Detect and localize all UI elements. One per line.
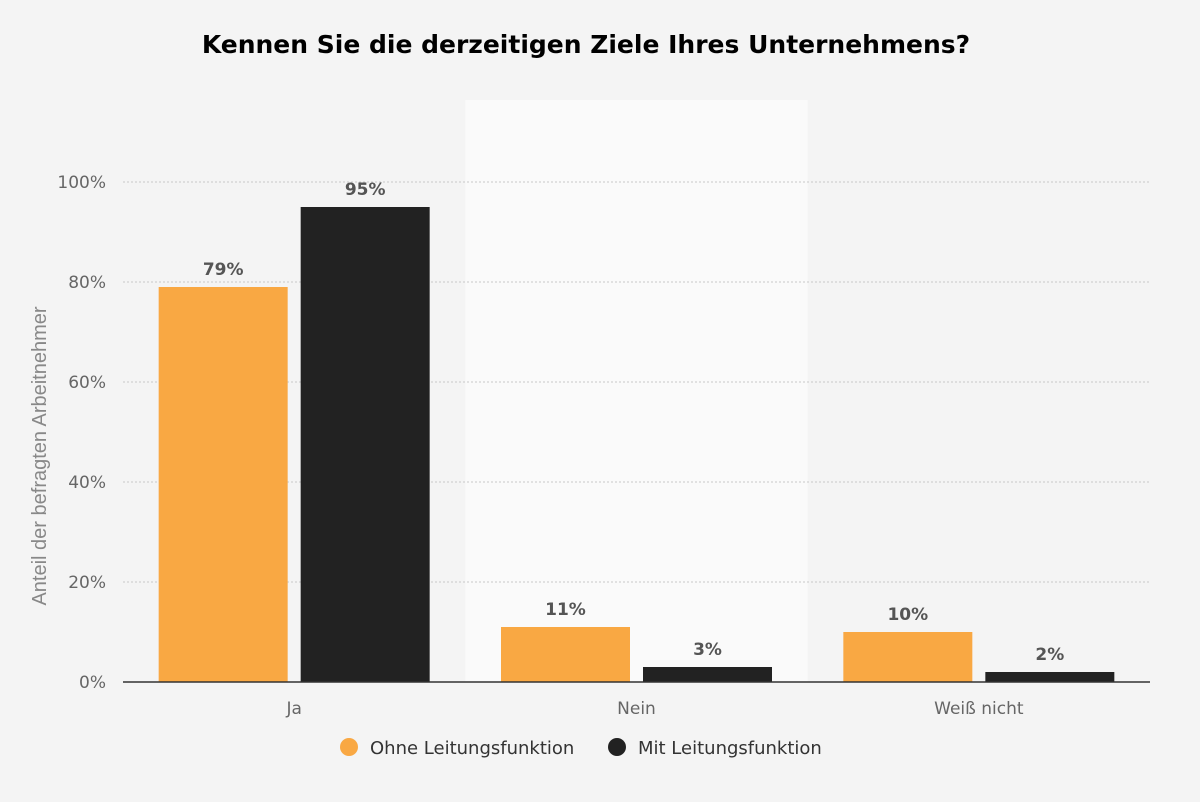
y-tick-label: 60% bbox=[68, 373, 106, 393]
legend-item[interactable]: Mit Leitungsfunktion bbox=[608, 738, 822, 759]
legend-marker bbox=[608, 738, 626, 756]
data-label: 79% bbox=[203, 260, 244, 280]
x-tick-label: Ja bbox=[285, 699, 301, 719]
legend[interactable]: Ohne Leitungsfunktion Mit Leitungsfunktio… bbox=[340, 738, 822, 759]
gridlines bbox=[123, 181, 1150, 583]
legend-marker bbox=[340, 738, 358, 756]
bar[interactable] bbox=[300, 207, 430, 682]
data-label: 3% bbox=[693, 640, 722, 660]
y-tick-label: 80% bbox=[68, 273, 106, 293]
legend-item[interactable]: Ohne Leitungsfunktion bbox=[340, 738, 574, 759]
bar[interactable] bbox=[643, 667, 772, 682]
bar[interactable] bbox=[985, 672, 1115, 682]
y-tick-label: 20% bbox=[68, 573, 106, 593]
bar[interactable] bbox=[158, 287, 288, 682]
y-axis-label: Anteil der befragten Arbeitnehmer bbox=[29, 306, 51, 605]
y-tick-label: 0% bbox=[79, 673, 106, 693]
y-axis-ticks: 0% 20% 40% 60% 80% 100% bbox=[57, 173, 106, 693]
data-label: 10% bbox=[887, 605, 928, 625]
legend-label: Ohne Leitungsfunktion bbox=[370, 738, 574, 759]
y-tick-label: 100% bbox=[57, 173, 106, 193]
x-axis-ticks: Ja Nein Weiß nicht bbox=[285, 699, 1023, 719]
data-label: 2% bbox=[1035, 645, 1064, 665]
bar[interactable] bbox=[501, 627, 630, 682]
data-labels: 79% 95% 11% 3% 10% 2% bbox=[203, 180, 1064, 665]
chart-title: Kennen Sie die derzeitigen Ziele Ihres U… bbox=[202, 30, 970, 59]
data-label: 95% bbox=[345, 180, 386, 200]
x-tick-label: Weiß nicht bbox=[934, 699, 1024, 719]
y-tick-label: 40% bbox=[68, 473, 106, 493]
category-highlight-band bbox=[465, 100, 808, 682]
x-tick-label: Nein bbox=[617, 699, 656, 719]
data-label: 11% bbox=[545, 600, 586, 620]
bars bbox=[158, 207, 1115, 682]
bar[interactable] bbox=[843, 632, 973, 682]
legend-label: Mit Leitungsfunktion bbox=[638, 738, 822, 759]
